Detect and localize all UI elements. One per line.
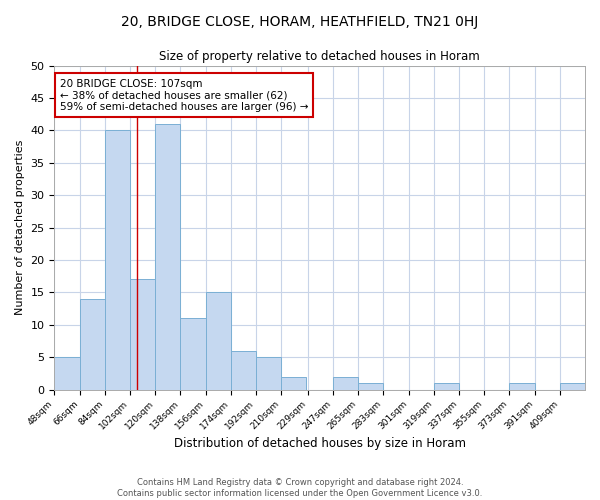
Text: Contains HM Land Registry data © Crown copyright and database right 2024.
Contai: Contains HM Land Registry data © Crown c… [118, 478, 482, 498]
Bar [509, 383, 535, 390]
Bar [256, 357, 281, 390]
Bar [231, 350, 256, 390]
Bar [358, 383, 383, 390]
Y-axis label: Number of detached properties: Number of detached properties [15, 140, 25, 316]
Text: 20, BRIDGE CLOSE, HORAM, HEATHFIELD, TN21 0HJ: 20, BRIDGE CLOSE, HORAM, HEATHFIELD, TN2… [121, 15, 479, 29]
Bar [560, 383, 585, 390]
Bar [130, 280, 155, 390]
Bar [333, 376, 358, 390]
Bar [155, 124, 181, 390]
Bar [105, 130, 130, 390]
Bar [55, 357, 80, 390]
Title: Size of property relative to detached houses in Horam: Size of property relative to detached ho… [160, 50, 480, 63]
Bar [206, 292, 231, 390]
Bar [434, 383, 459, 390]
X-axis label: Distribution of detached houses by size in Horam: Distribution of detached houses by size … [174, 437, 466, 450]
Text: 20 BRIDGE CLOSE: 107sqm
← 38% of detached houses are smaller (62)
59% of semi-de: 20 BRIDGE CLOSE: 107sqm ← 38% of detache… [60, 78, 308, 112]
Bar [181, 318, 206, 390]
Bar [281, 376, 307, 390]
Bar [80, 299, 105, 390]
